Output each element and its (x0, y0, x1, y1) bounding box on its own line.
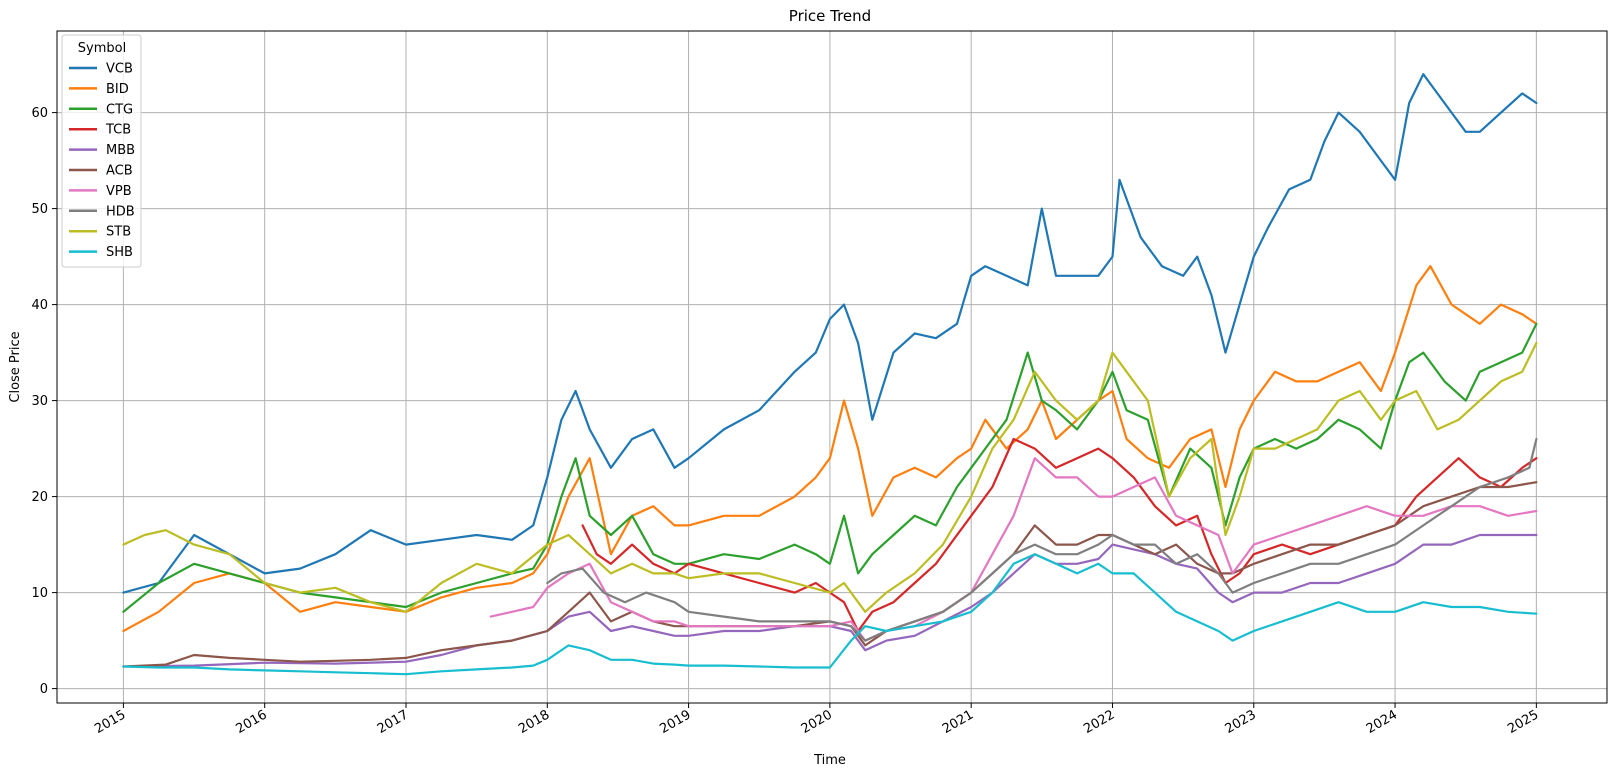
x-tick-label: 2023 (1223, 707, 1259, 737)
legend-label-bid: BID (106, 82, 129, 97)
y-axis-title: Close Price (8, 331, 23, 402)
legend-title: Symbol (78, 41, 126, 56)
legend-label-tcb: TCB (105, 123, 131, 138)
y-tick-label: 20 (31, 490, 48, 505)
legend-label-shb: SHB (106, 245, 133, 260)
series-line-stb (122, 341, 1538, 613)
x-tick-label: 2024 (1364, 707, 1400, 737)
legend-box (61, 34, 142, 268)
plot-frame (56, 30, 1608, 704)
series-line-bid (122, 265, 1538, 633)
x-tick-label: 2022 (1081, 707, 1117, 737)
series-line-ctg (122, 322, 1538, 613)
series-lines (122, 73, 1538, 676)
legend-label-vcb: VCB (106, 62, 133, 77)
series-line-vpb (489, 457, 1538, 642)
y-tick-label: 0 (40, 682, 48, 697)
legend-label-vpb: VPB (106, 184, 132, 199)
legend-label-acb: ACB (106, 164, 133, 179)
y-tick-label: 30 (31, 394, 48, 409)
x-tick-label: 2019 (657, 707, 693, 737)
x-tick-label: 2016 (234, 707, 270, 737)
x-axis-ticks: 2015 2016 2017 2018 2019 2020 2021 2022 2023 2024… (92, 703, 1541, 737)
y-tick-label: 50 (31, 202, 48, 217)
x-tick-label: 2017 (375, 707, 411, 737)
legend-label-ctg: CTG (106, 102, 133, 117)
x-tick-label: 2018 (516, 707, 552, 737)
y-axis-ticks: 0 10 20 30 40 50 60 (31, 106, 57, 697)
x-tick-label: 2020 (799, 707, 835, 737)
x-tick-label: 2015 (92, 707, 128, 737)
grid (57, 31, 1607, 703)
series-line-hdb (546, 437, 1538, 642)
y-tick-label: 40 (31, 298, 48, 313)
chart-title: Price Trend (789, 7, 871, 25)
x-axis-title: Time (813, 753, 846, 768)
series-line-shb (122, 553, 1538, 676)
y-tick-label: 10 (31, 586, 48, 601)
series-line-tcb (581, 437, 1538, 633)
legend-label-hdb: HDB (106, 204, 135, 219)
legend-label-mbb: MBB (106, 143, 135, 158)
legend: Symbol VCB BID CTG TCB MBB ACB VPB HDB STB SHB (61, 34, 142, 268)
legend-label-stb: STB (106, 225, 131, 240)
series-line-vcb (122, 73, 1538, 594)
x-tick-label: 2021 (940, 707, 976, 737)
y-tick-label: 60 (31, 106, 48, 121)
x-tick-label: 2025 (1505, 707, 1541, 737)
